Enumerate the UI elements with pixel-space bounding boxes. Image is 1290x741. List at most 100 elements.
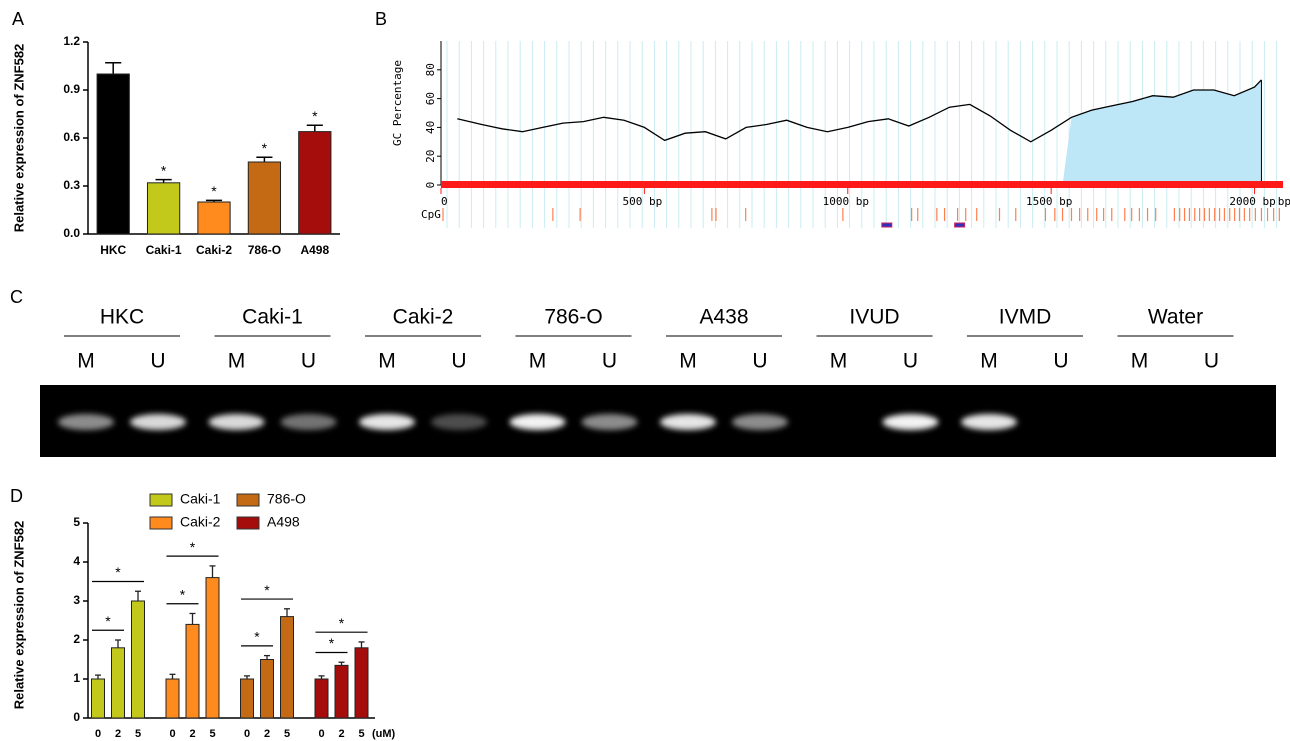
bar (315, 679, 328, 718)
band (582, 414, 638, 430)
lane-label: U (1204, 350, 1219, 373)
y-tick-label: 0.3 (63, 178, 80, 192)
band (961, 414, 1017, 430)
legend-swatch (237, 494, 259, 506)
x-tick-label: 1500 bp (1026, 195, 1072, 208)
primer-marker (955, 223, 965, 227)
x-tick-label: 5 (209, 728, 215, 740)
x-tick-label: HKC (100, 243, 126, 257)
band (883, 414, 939, 430)
significance-star: * (329, 635, 335, 651)
group-label: A438 (699, 306, 748, 329)
band (130, 414, 186, 430)
bar (241, 679, 254, 718)
bar (112, 648, 125, 718)
band (732, 414, 788, 430)
x-tick-label: 786-O (248, 243, 281, 257)
lane-label: U (752, 350, 767, 373)
x-end-label: bp (1278, 195, 1290, 208)
x-tick-label: Caki-2 (196, 243, 232, 257)
x-tick-label: 0 (95, 728, 101, 740)
x-tick-label: 0 (169, 728, 175, 740)
band (209, 414, 265, 430)
lane-label: M (1131, 350, 1149, 373)
lane-label: M (378, 350, 396, 373)
lane-label: U (451, 350, 466, 373)
lane-label: U (301, 350, 316, 373)
bar (186, 624, 199, 718)
lane-label: M (980, 350, 998, 373)
significance-star: * (264, 582, 270, 598)
significance-star: * (105, 613, 111, 629)
bar (299, 132, 331, 234)
y-tick-label: 80 (424, 63, 437, 76)
bar (97, 74, 129, 234)
dose-unit: (uM) (372, 728, 396, 740)
band (811, 414, 867, 430)
x-tick-label: 0 (441, 195, 448, 208)
y-tick-label: 20 (424, 150, 437, 163)
bar (92, 679, 105, 718)
bar (335, 665, 348, 718)
group-label: IVUD (849, 306, 899, 329)
x-tick-label: 2 (264, 728, 270, 740)
lane-label: M (830, 350, 848, 373)
group-label: Caki-2 (393, 306, 454, 329)
y-tick-label: 0.9 (63, 82, 80, 96)
x-tick-label: 5 (135, 728, 141, 740)
track-label: CpG (421, 208, 441, 221)
significance-star: * (115, 564, 121, 580)
lane-label: M (529, 350, 547, 373)
panel-letter: D (10, 486, 23, 506)
band (431, 414, 487, 430)
y-tick-label: 40 (424, 121, 437, 134)
bar (132, 601, 145, 718)
band (1033, 414, 1089, 430)
y-tick-label: 60 (424, 92, 437, 105)
significance-star: * (161, 162, 167, 178)
x-tick-label: A498 (300, 243, 329, 257)
sequence-axis (441, 181, 1283, 188)
primer-marker (882, 223, 892, 227)
bar (147, 183, 179, 234)
lane-label: M (679, 350, 697, 373)
band (1112, 414, 1168, 430)
panel-letter: B (375, 9, 387, 29)
lane-label: U (1053, 350, 1068, 373)
x-tick-label: Caki-1 (146, 243, 182, 257)
panel-letter: C (10, 287, 23, 307)
x-tick-label: 0 (318, 728, 324, 740)
legend-label: Caki-1 (180, 491, 221, 507)
lane-label: U (903, 350, 918, 373)
x-tick-label: 5 (284, 728, 290, 740)
group-label: Caki-1 (242, 306, 303, 329)
significance-star: * (254, 629, 260, 645)
x-tick-label: 2 (115, 728, 121, 740)
band (1184, 414, 1240, 430)
significance-star: * (211, 183, 217, 199)
significance-star: * (262, 140, 268, 156)
bar (355, 648, 368, 718)
x-tick-label: 0 (244, 728, 250, 740)
y-tick-label: 1 (73, 671, 80, 685)
y-tick-label: 4 (73, 554, 80, 568)
figure: A B C D 0.00.30.60.91.2Relative expressi… (0, 0, 1290, 741)
band (58, 414, 114, 430)
band (510, 414, 566, 430)
y-tick-label: 0 (424, 182, 437, 189)
bar (261, 660, 274, 719)
x-tick-label: 500 bp (623, 195, 663, 208)
group-label: Water (1148, 306, 1203, 329)
lane-label: M (228, 350, 246, 373)
bar (206, 578, 219, 718)
significance-star: * (339, 615, 345, 631)
y-tick-label: 1.2 (63, 34, 80, 48)
legend-swatch (150, 494, 172, 506)
lane-label: U (602, 350, 617, 373)
bar (248, 162, 280, 234)
y-tick-label: 2 (73, 632, 80, 646)
legend-label: A498 (267, 514, 300, 530)
legend-swatch (150, 517, 172, 529)
panel-letter: A (12, 9, 24, 29)
x-tick-label: 2 (189, 728, 195, 740)
